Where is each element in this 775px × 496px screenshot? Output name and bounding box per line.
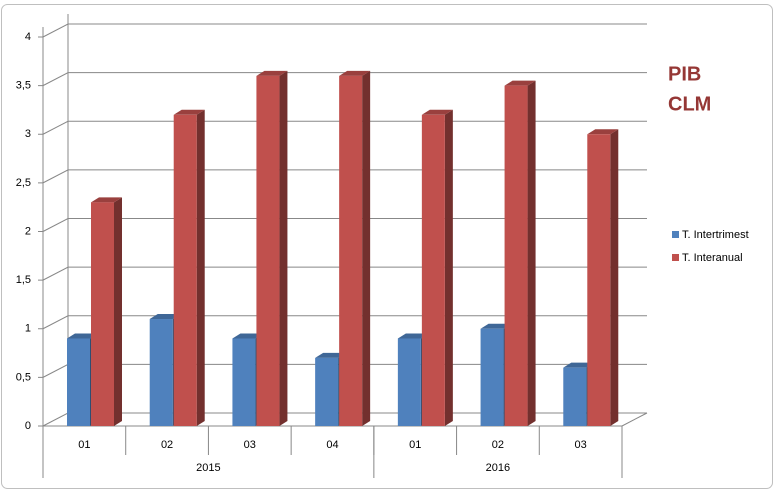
y-tick-label: 3,5: [16, 80, 31, 92]
bar: [397, 338, 421, 426]
bar: [504, 85, 528, 426]
y-tick-label: 1,5: [16, 274, 31, 286]
grid-line: [42, 266, 647, 281]
x-tick-label: 01: [409, 439, 421, 451]
bar: [480, 328, 504, 426]
bar-top: [397, 333, 429, 339]
x-tick-label: 03: [575, 439, 587, 451]
y-tick-label: 2,5: [16, 177, 31, 189]
bar-top: [232, 333, 264, 339]
x-tick-label: 04: [326, 439, 338, 451]
bar-side: [196, 109, 205, 427]
grid-line: [42, 169, 647, 184]
bar: [421, 114, 445, 427]
bar-top: [149, 314, 181, 320]
bar-top: [339, 70, 371, 76]
bar-top: [504, 80, 536, 86]
chart-title: CLM: [668, 93, 711, 115]
bar-top: [563, 362, 595, 368]
bar-side: [362, 70, 371, 427]
grid-line: [42, 23, 647, 38]
bar: [149, 319, 173, 426]
y-tick-label: 0,5: [16, 371, 31, 383]
legend-swatch: [672, 254, 679, 261]
bar: [232, 338, 256, 426]
bar-top: [256, 70, 288, 76]
bar: [563, 367, 587, 426]
bar-top: [421, 109, 453, 115]
bar-side: [610, 129, 619, 426]
bar: [587, 134, 611, 426]
legend-label: T. Interanual: [682, 252, 743, 264]
grid-line: [42, 72, 647, 87]
bar-side: [527, 80, 536, 426]
axis-line: [621, 412, 648, 427]
bar-top: [173, 109, 205, 115]
x-tick-label: 01: [78, 439, 90, 451]
bar-side: [279, 70, 288, 427]
x-tick-label: 02: [161, 439, 173, 451]
bar: [173, 114, 197, 427]
bar-top: [67, 333, 98, 339]
group-label: 2015: [196, 462, 220, 474]
bar: [67, 338, 90, 426]
chart-title: PIB: [668, 63, 701, 85]
x-tick-label: 03: [244, 439, 256, 451]
grid-line: [42, 120, 647, 135]
legend-label: T. Intertrimest: [682, 229, 749, 241]
y-tick-label: 1: [25, 323, 31, 335]
bar-side: [114, 197, 122, 426]
bar-top: [91, 197, 122, 203]
grid-line: [42, 218, 647, 232]
grid-line: [42, 315, 647, 330]
bar: [339, 75, 363, 427]
y-tick-label: 4: [25, 31, 31, 43]
legend-swatch: [672, 231, 679, 238]
bar: [315, 357, 339, 426]
bar: [91, 202, 114, 426]
x-tick-label: 02: [492, 439, 504, 451]
y-tick-label: 0: [25, 420, 31, 432]
group-label: 2016: [486, 462, 510, 474]
bar: [256, 75, 280, 427]
bar-top: [480, 323, 512, 329]
y-tick-label: 2: [25, 225, 31, 237]
bar-side: [444, 109, 453, 427]
y-tick-label: 3: [25, 128, 31, 140]
bar-top: [315, 352, 347, 358]
bar-top: [587, 129, 619, 135]
